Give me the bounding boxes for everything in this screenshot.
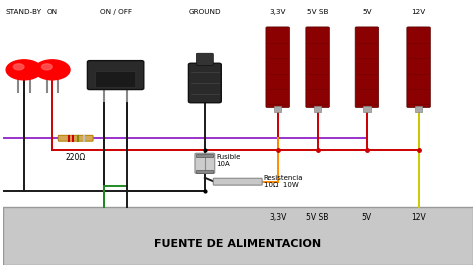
Circle shape bbox=[13, 64, 24, 70]
FancyBboxPatch shape bbox=[188, 63, 221, 103]
FancyBboxPatch shape bbox=[87, 61, 144, 90]
FancyBboxPatch shape bbox=[306, 27, 329, 107]
Text: ON / OFF: ON / OFF bbox=[100, 9, 132, 15]
Circle shape bbox=[41, 64, 52, 70]
FancyBboxPatch shape bbox=[3, 207, 473, 265]
Bar bbox=[415, 106, 422, 112]
FancyBboxPatch shape bbox=[195, 153, 215, 173]
Text: 3,3V: 3,3V bbox=[269, 9, 286, 15]
Text: 220Ω: 220Ω bbox=[65, 153, 86, 162]
Text: 5V: 5V bbox=[362, 213, 372, 222]
Text: 3,3V: 3,3V bbox=[269, 213, 286, 222]
FancyBboxPatch shape bbox=[407, 27, 430, 107]
Bar bbox=[196, 153, 213, 157]
Text: 12V: 12V bbox=[411, 9, 426, 15]
FancyBboxPatch shape bbox=[196, 53, 213, 65]
Text: ON: ON bbox=[46, 9, 58, 15]
Bar bbox=[363, 106, 371, 112]
Bar bbox=[274, 106, 282, 112]
Text: 5V: 5V bbox=[362, 9, 372, 15]
Text: FUENTE DE ALIMENTACION: FUENTE DE ALIMENTACION bbox=[154, 239, 321, 248]
Bar bbox=[314, 106, 321, 112]
FancyBboxPatch shape bbox=[95, 72, 136, 88]
FancyBboxPatch shape bbox=[213, 178, 262, 185]
Text: 5V SB: 5V SB bbox=[307, 9, 328, 15]
Text: 12V: 12V bbox=[411, 213, 426, 222]
Bar bbox=[196, 170, 213, 173]
Circle shape bbox=[34, 60, 70, 80]
FancyBboxPatch shape bbox=[58, 135, 93, 141]
FancyBboxPatch shape bbox=[266, 27, 290, 107]
Text: GROUND: GROUND bbox=[189, 9, 221, 15]
Text: Fusible
10A: Fusible 10A bbox=[217, 154, 241, 167]
Text: 5V SB: 5V SB bbox=[306, 213, 329, 222]
Text: STAND-BY: STAND-BY bbox=[6, 9, 42, 15]
Circle shape bbox=[6, 60, 42, 80]
FancyBboxPatch shape bbox=[355, 27, 379, 107]
Text: Resistencia
10Ω  10W: Resistencia 10Ω 10W bbox=[264, 175, 303, 188]
